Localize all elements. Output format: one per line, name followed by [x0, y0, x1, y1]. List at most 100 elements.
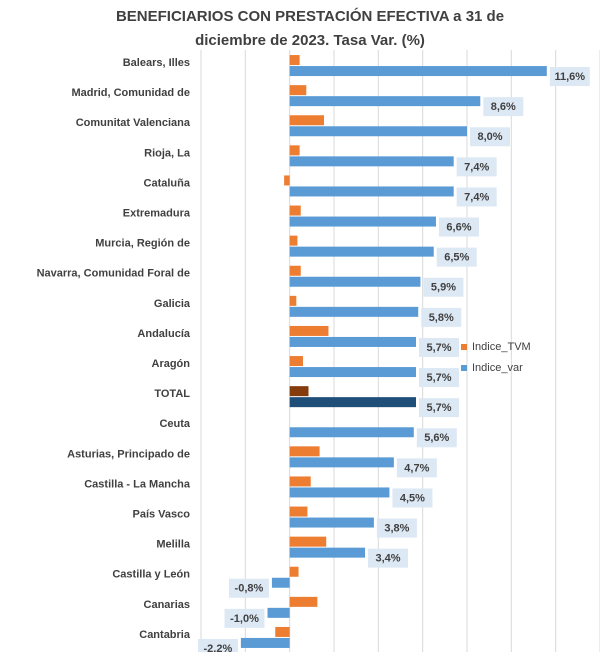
- data-label: 7,4%: [456, 157, 497, 177]
- bar: [289, 596, 318, 607]
- data-label: -0,8%: [228, 578, 269, 598]
- data-label-text: 11,6%: [555, 71, 586, 83]
- data-label-text: 4,5%: [400, 492, 425, 504]
- data-label-text: 4,7%: [404, 462, 429, 474]
- data-label-box: [423, 277, 464, 297]
- data-label-box: [224, 608, 265, 628]
- data-label-text: 5,7%: [426, 402, 451, 414]
- data-label: 5,7%: [419, 398, 460, 418]
- bar: [284, 175, 290, 186]
- data-label-text: 6,5%: [444, 252, 469, 264]
- data-label-text: 8,0%: [477, 131, 502, 143]
- data-label: 8,6%: [483, 97, 524, 117]
- bar: [289, 205, 301, 216]
- y-tick-label: Balears, Illes: [123, 57, 190, 69]
- bar: [289, 325, 329, 336]
- data-label: 8,0%: [470, 127, 510, 147]
- y-tick-label: Cataluña: [144, 177, 191, 189]
- bar: [289, 306, 419, 317]
- data-label-text: 3,4%: [375, 553, 400, 565]
- bar: [275, 626, 290, 637]
- data-label-box: [392, 488, 433, 508]
- bar: [289, 336, 417, 347]
- bar: [289, 476, 311, 487]
- data-label-box: [419, 337, 460, 357]
- data-label-text: 6,6%: [446, 221, 471, 233]
- bar: [289, 487, 390, 498]
- chart-title: BENEFICIARIOS CON PRESTACIÓN EFECTIVA a …: [116, 7, 504, 49]
- data-label-text: 5,9%: [431, 282, 456, 294]
- y-tick-label: Galicia: [154, 298, 191, 310]
- y-tick-label: Extremadura: [123, 207, 191, 219]
- y-tick-label: Melilla: [156, 539, 191, 551]
- bar: [271, 577, 290, 588]
- y-tick-label: País Vasco: [133, 508, 191, 520]
- bar: [289, 85, 307, 96]
- data-label: 6,6%: [438, 217, 479, 237]
- bar: [289, 66, 547, 77]
- data-label-box: [436, 247, 477, 267]
- data-label: 3,8%: [376, 518, 417, 538]
- bar: [289, 536, 327, 547]
- legend-swatch: [461, 365, 467, 371]
- y-tick-label: Murcia, Región de: [95, 238, 190, 250]
- y-tick-label: Rioja, La: [144, 147, 191, 159]
- data-label: -2,2%: [197, 638, 238, 657]
- data-label-text: -0,8%: [235, 583, 264, 595]
- data-label-text: 8,6%: [491, 101, 516, 113]
- data-label: 11,6%: [549, 67, 590, 87]
- bar: [240, 637, 290, 648]
- y-tick-label: TOTAL: [154, 388, 190, 400]
- legend-label: Indice_TVM: [472, 341, 531, 353]
- y-tick-label: Asturias, Principado de: [67, 448, 190, 460]
- bar: [289, 186, 454, 197]
- data-label-text: 5,8%: [429, 312, 454, 324]
- bar: [289, 96, 481, 107]
- bar: [289, 216, 436, 227]
- bar: [289, 356, 303, 367]
- bar: [289, 457, 394, 468]
- data-label-box: [396, 458, 437, 478]
- data-label-text: -1,0%: [230, 613, 259, 625]
- y-tick-label: Castilla - La Mancha: [84, 478, 191, 490]
- bar: [289, 446, 320, 457]
- data-label-box: [419, 398, 460, 418]
- bar: [289, 126, 467, 137]
- bar: [289, 265, 301, 276]
- bar: [289, 295, 297, 306]
- bar: [289, 145, 300, 156]
- data-label-box: [421, 307, 462, 327]
- bar: [289, 246, 434, 257]
- data-label-text: 7,4%: [464, 191, 489, 203]
- bar: [289, 386, 309, 397]
- y-tick-label: Comunitat Valenciana: [76, 117, 191, 129]
- data-label: 5,9%: [423, 277, 464, 297]
- data-label-text: 5,7%: [426, 372, 451, 384]
- data-label-text: 3,8%: [384, 522, 409, 534]
- data-label: 4,5%: [392, 488, 433, 508]
- data-label: 5,6%: [416, 428, 457, 448]
- bar: [289, 566, 299, 577]
- data-label-box: [376, 518, 417, 538]
- bar: [289, 367, 417, 378]
- bar: [289, 506, 308, 517]
- legend-swatch: [461, 344, 467, 350]
- data-label: 5,8%: [421, 307, 462, 327]
- data-label-text: 7,4%: [464, 161, 489, 173]
- y-tick-label: Aragón: [152, 358, 191, 370]
- bar: [289, 517, 374, 528]
- data-label: 5,7%: [419, 337, 460, 357]
- bar: [289, 427, 414, 438]
- y-tick-label: Ceuta: [159, 418, 190, 430]
- data-label-box: [416, 428, 457, 448]
- data-label-box: [438, 217, 479, 237]
- bar: [267, 607, 290, 618]
- data-label: 7,4%: [456, 187, 497, 207]
- y-tick-label: Castilla y León: [112, 569, 190, 581]
- data-label-text: 5,7%: [426, 342, 451, 354]
- data-label-box: [368, 548, 409, 568]
- data-label-box: [470, 127, 510, 147]
- data-label-text: -2,2%: [204, 643, 233, 652]
- data-label-box: [456, 187, 497, 207]
